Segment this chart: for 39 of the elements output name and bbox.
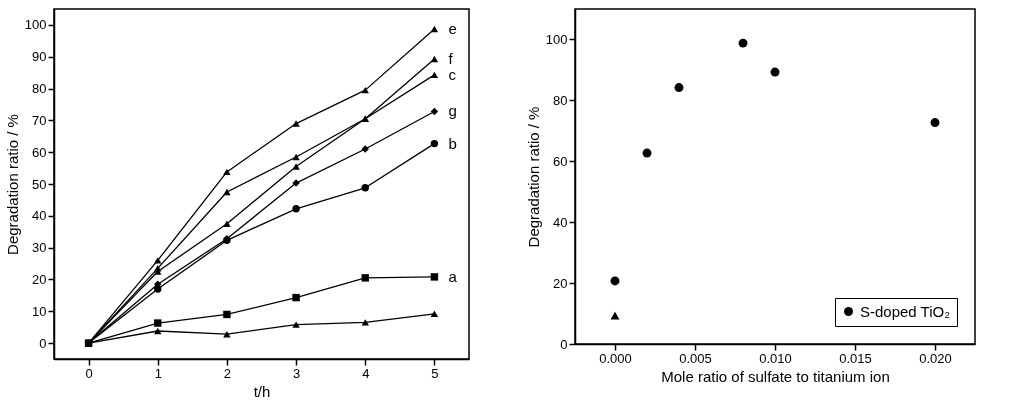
- y-tick-label: 20: [32, 271, 47, 287]
- series-label: e: [448, 20, 457, 38]
- y-tick-label: 10: [32, 303, 47, 319]
- x-tick-label: 0: [85, 365, 93, 381]
- y-tick-label: 30: [32, 240, 47, 256]
- x-tick-label: 0.015: [839, 350, 872, 366]
- y-tick-label: 20: [553, 275, 568, 291]
- y-tick-label: 0: [39, 335, 47, 351]
- y-tick-label: 0: [560, 336, 568, 352]
- y-tick-label: 70: [32, 112, 47, 128]
- y-tick-label: 80: [32, 81, 47, 97]
- x-tick-label: 3: [292, 365, 301, 381]
- series-label: a: [448, 267, 458, 285]
- y-tick-label: 100: [24, 17, 47, 33]
- x-tick-label: 2: [223, 365, 232, 381]
- x-tick-label: 0.010: [759, 350, 792, 366]
- legend-label: S-doped TiO₂: [860, 302, 951, 320]
- x-tick-label: 0.020: [919, 350, 952, 366]
- series-label: b: [448, 134, 457, 152]
- x-tick-label: 5: [431, 365, 439, 381]
- y-axis-title: Degradation ratio / %: [3, 114, 21, 255]
- series-label: f: [448, 49, 454, 67]
- series-label: g: [448, 102, 457, 120]
- y-tick-label: 80: [553, 92, 568, 108]
- series-label: c: [448, 65, 457, 83]
- y-tick-label: 40: [553, 214, 568, 230]
- x-tick-label: 4: [362, 365, 370, 381]
- y-tick-label: 60: [553, 153, 568, 169]
- y-tick-label: 90: [32, 49, 47, 65]
- x-tick-label: 0.005: [679, 350, 712, 366]
- x-tick-label: 1: [154, 365, 162, 381]
- y-tick-label: 60: [32, 144, 47, 160]
- y-tick-label: 40: [32, 208, 47, 224]
- y-tick-label: 100: [545, 31, 568, 47]
- x-axis-title: Mole ratio of sulfate to titanium ion: [661, 367, 890, 385]
- x-tick-label: 0.000: [599, 350, 632, 366]
- x-axis-title: t/h: [253, 382, 271, 400]
- y-axis-title: Degradation ratio / %: [524, 106, 542, 248]
- y-tick-label: 50: [32, 176, 47, 192]
